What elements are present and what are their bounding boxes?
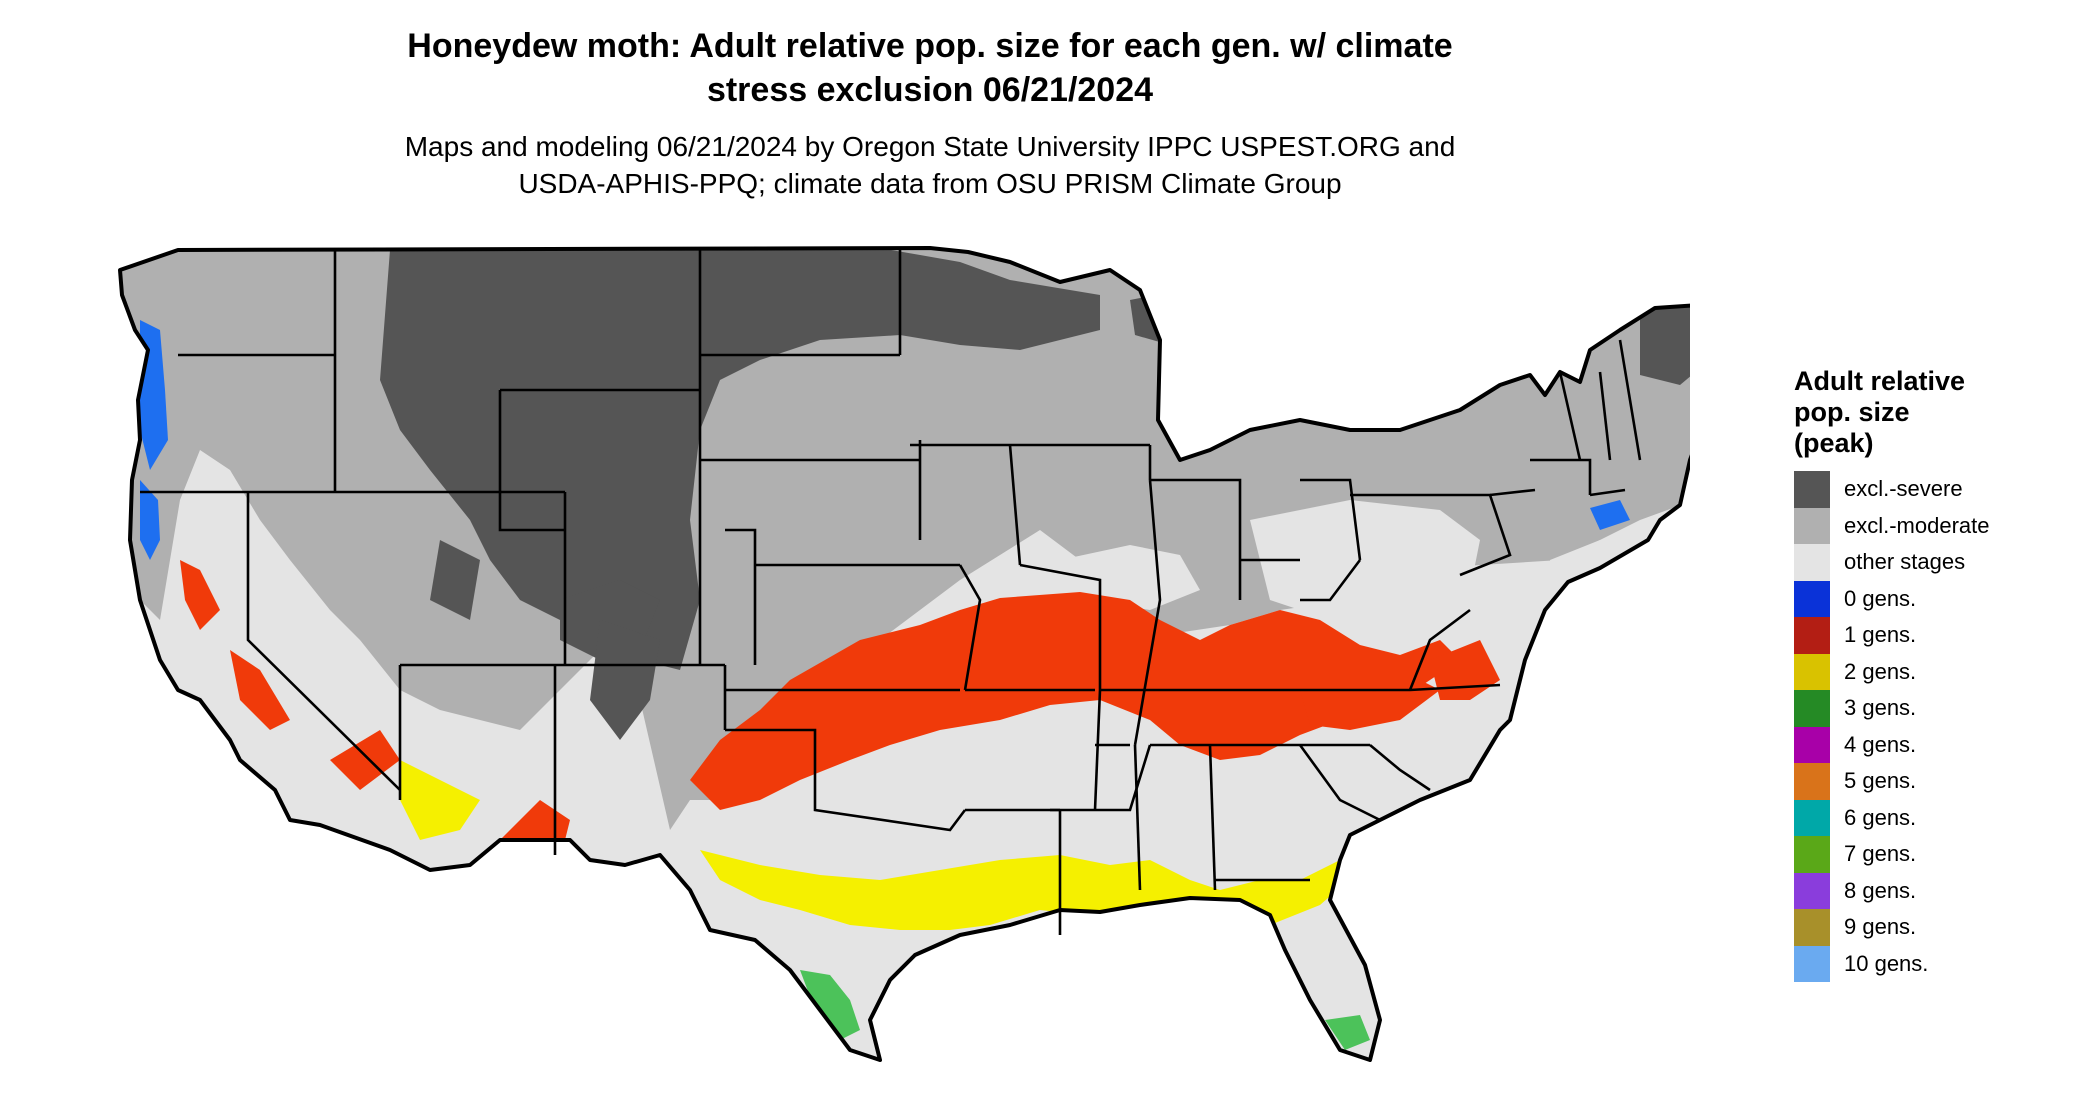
map-subtitle-line-2: USDA-APHIS-PPQ; climate data from OSU PR… <box>518 168 1342 199</box>
legend-title-line-2: pop. size <box>1794 397 1910 427</box>
legend-swatch <box>1794 690 1830 727</box>
legend-item: 1 gens. <box>1794 617 2084 654</box>
legend-label: 5 gens. <box>1844 768 1917 794</box>
map-title: Honeydew moth: Adult relative pop. size … <box>300 24 1560 112</box>
us-map-svg <box>118 246 1712 1062</box>
legend-swatch <box>1794 726 1830 763</box>
legend-swatch <box>1794 544 1830 581</box>
legend-label: 6 gens. <box>1844 804 1917 830</box>
legend-item: 0 gens. <box>1794 580 2084 617</box>
legend-label: 7 gens. <box>1844 841 1917 867</box>
legend-item: excl.-severe <box>1794 471 2084 508</box>
legend-item: 6 gens. <box>1794 799 2084 836</box>
legend-swatch <box>1794 909 1830 946</box>
legend-title: Adult relative pop. size (peak) <box>1794 366 2084 459</box>
legend-label: 8 gens. <box>1844 877 1917 903</box>
legend-title-line-1: Adult relative <box>1794 366 1966 396</box>
legend-item: 9 gens. <box>1794 909 2084 946</box>
legend-item: 5 gens. <box>1794 763 2084 800</box>
legend-item: 4 gens. <box>1794 726 2084 763</box>
legend-item: excl.-moderate <box>1794 507 2084 544</box>
legend-swatch <box>1794 836 1830 873</box>
us-map <box>90 230 1712 1110</box>
legend-label: 10 gens. <box>1844 950 1929 976</box>
map-subtitle: Maps and modeling 06/21/2024 by Oregon S… <box>300 128 1560 202</box>
legend-swatch <box>1794 471 1830 508</box>
legend-item: 8 gens. <box>1794 872 2084 909</box>
legend-item: 10 gens. <box>1794 945 2084 982</box>
legend-rows: excl.-severe excl.-moderate other stages 0 … <box>1794 471 2084 982</box>
legend-swatch <box>1794 617 1830 654</box>
map-subtitle-line-1: Maps and modeling 06/21/2024 by Oregon S… <box>404 131 1456 162</box>
legend-swatch <box>1794 507 1830 544</box>
map-title-line-1: Honeydew moth: Adult relative pop. size … <box>407 27 1453 65</box>
legend-label: 2 gens. <box>1844 658 1917 684</box>
legend-label: 3 gens. <box>1844 695 1917 721</box>
legend-swatch <box>1794 799 1830 836</box>
legend-item: 3 gens. <box>1794 690 2084 727</box>
legend-item: 2 gens. <box>1794 653 2084 690</box>
legend-item: other stages <box>1794 544 2084 581</box>
legend-swatch <box>1794 653 1830 690</box>
legend-item: 7 gens. <box>1794 836 2084 873</box>
legend-label: excl.-moderate <box>1844 512 1990 538</box>
legend-swatch <box>1794 580 1830 617</box>
legend-label: 4 gens. <box>1844 731 1917 757</box>
map-legend: Adult relative pop. size (peak) excl.-se… <box>1794 366 2084 982</box>
legend-label: 0 gens. <box>1844 585 1917 611</box>
legend-label: 9 gens. <box>1844 914 1917 940</box>
map-title-line-2: stress exclusion 06/21/2024 <box>706 71 1154 109</box>
legend-label: excl.-severe <box>1844 476 1963 502</box>
legend-swatch <box>1794 945 1830 982</box>
legend-swatch <box>1794 763 1830 800</box>
legend-label: 1 gens. <box>1844 622 1917 648</box>
legend-swatch <box>1794 872 1830 909</box>
legend-label: other stages <box>1844 549 1966 575</box>
legend-title-line-3: (peak) <box>1794 428 1874 458</box>
